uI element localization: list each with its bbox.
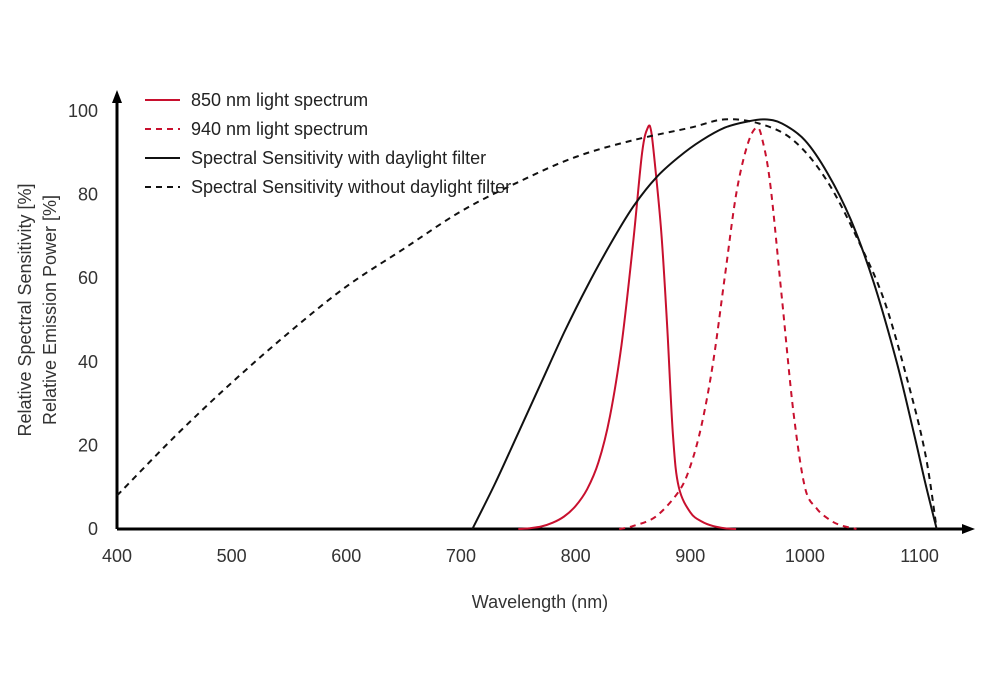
series-850-nm-light-spectrum bbox=[518, 124, 737, 530]
x-tick-label: 500 bbox=[217, 546, 247, 566]
x-axis-arrow bbox=[962, 524, 975, 534]
series-940-nm-light-spectrum bbox=[618, 126, 857, 530]
series-lines bbox=[116, 118, 938, 530]
x-tick-label: 1100 bbox=[900, 546, 939, 566]
series-spectral-sensitivity-without-daylight-filter bbox=[116, 118, 938, 530]
series-spectral-sensitivity-with-daylight-filter bbox=[471, 118, 938, 530]
y-axis-title-line-2: Relative Emission Power [%] bbox=[40, 195, 60, 425]
x-tick-label: 1000 bbox=[785, 546, 825, 566]
y-axis-arrow bbox=[112, 90, 122, 103]
legend-label-850-nm-light-spectrum: 850 nm light spectrum bbox=[191, 90, 368, 110]
y-tick-labels: 0 20 40 60 80 100 bbox=[68, 101, 98, 539]
x-tick-label: 900 bbox=[675, 546, 705, 566]
y-tick-label: 100 bbox=[68, 101, 98, 121]
legend-label-940-nm-light-spectrum: 940 nm light spectrum bbox=[191, 119, 368, 139]
axes bbox=[112, 90, 975, 534]
legend-label-spectral-sensitivity-without-daylight-filter: Spectral Sensitivity without daylight fi… bbox=[191, 177, 511, 197]
y-tick-label: 80 bbox=[78, 185, 98, 205]
legend-label-spectral-sensitivity-with-daylight-filter: Spectral Sensitivity with daylight filte… bbox=[191, 148, 486, 168]
y-axis-title-line-1: Relative Spectral Sensitivity [%] bbox=[15, 183, 35, 436]
y-tick-label: 60 bbox=[78, 268, 98, 288]
x-tick-label: 400 bbox=[102, 546, 132, 566]
legend: 850 nm light spectrum 940 nm light spectr… bbox=[145, 90, 511, 197]
y-tick-label: 20 bbox=[78, 435, 98, 455]
x-axis-title: Wavelength (nm) bbox=[472, 592, 608, 612]
y-tick-label: 0 bbox=[88, 519, 98, 539]
x-tick-labels: 400 500 600 700 800 900 1000 1100 bbox=[102, 546, 939, 566]
x-tick-label: 600 bbox=[331, 546, 361, 566]
x-tick-label: 700 bbox=[446, 546, 476, 566]
y-tick-label: 40 bbox=[78, 352, 98, 372]
x-tick-label: 800 bbox=[561, 546, 591, 566]
